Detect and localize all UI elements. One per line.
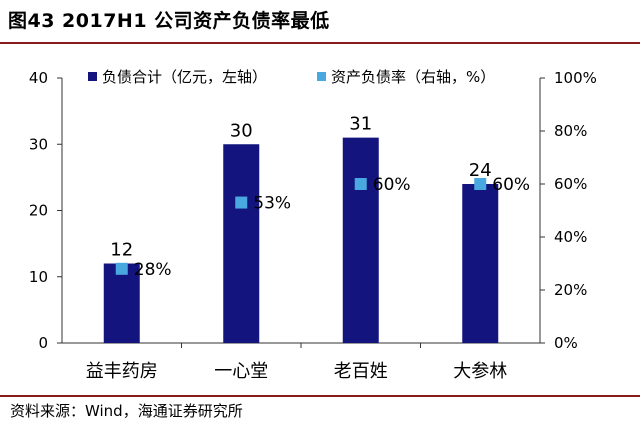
y-right-tick-label: 20%	[554, 281, 587, 299]
bar-value-label: 31	[349, 114, 372, 135]
point-value-label: 53%	[253, 194, 291, 214]
chart-axes: 0 10 20 30 40 0% 20% 40% 60% 80% 100% 益丰药房 一心堂 老百姓 大参林	[29, 69, 597, 382]
y-left-tick-label: 0	[38, 334, 48, 352]
y-right-tick-label: 40%	[554, 228, 587, 246]
y-left-tick-label: 10	[29, 268, 48, 286]
title-rule	[0, 42, 640, 44]
x-category-label: 一心堂	[214, 361, 268, 382]
bar	[462, 184, 499, 343]
x-category-label: 老百姓	[334, 361, 388, 382]
point-value-label: 28%	[134, 260, 172, 280]
legend-point-swatch	[317, 72, 326, 81]
point	[115, 262, 128, 275]
x-category-label: 大参林	[453, 361, 507, 382]
y-right-tick-label: 80%	[554, 122, 587, 140]
source-note: 资料来源：Wind，海通证券研究所	[10, 402, 243, 420]
point	[354, 178, 367, 190]
y-right-tick-label: 0%	[554, 334, 578, 352]
bar-value-label: 12	[110, 240, 133, 261]
point	[235, 196, 248, 209]
y-left-tick-label: 40	[29, 69, 48, 87]
legend-bar-label: 负债合计（亿元，左轴）	[102, 68, 267, 86]
source-rule	[0, 395, 640, 397]
chart-legend: 负债合计（亿元，左轴） 资产负债率（右轴，%）	[88, 68, 495, 86]
chart-title: 图43 2017H1 公司资产负债率最低	[8, 10, 330, 32]
bar-series: 12 30 31 24	[103, 114, 499, 343]
point	[474, 178, 487, 190]
point-series: 28% 53% 60% 60%	[115, 175, 530, 280]
y-left-tick-label: 30	[29, 135, 48, 153]
point-value-label: 60%	[492, 175, 530, 195]
x-category-label: 益丰药房	[86, 361, 158, 382]
bar-value-label: 24	[469, 160, 492, 181]
legend-point-label: 资产负债率（右轴，%）	[331, 68, 495, 86]
y-right-tick-label: 100%	[554, 69, 597, 87]
y-left-tick-label: 20	[29, 202, 48, 220]
bar-value-label: 30	[230, 120, 253, 141]
y-right-tick-label: 60%	[554, 175, 587, 193]
bar	[103, 263, 140, 343]
bar	[342, 137, 379, 343]
point-value-label: 60%	[373, 175, 411, 195]
bar	[223, 144, 260, 343]
legend-bar-swatch	[88, 72, 97, 81]
